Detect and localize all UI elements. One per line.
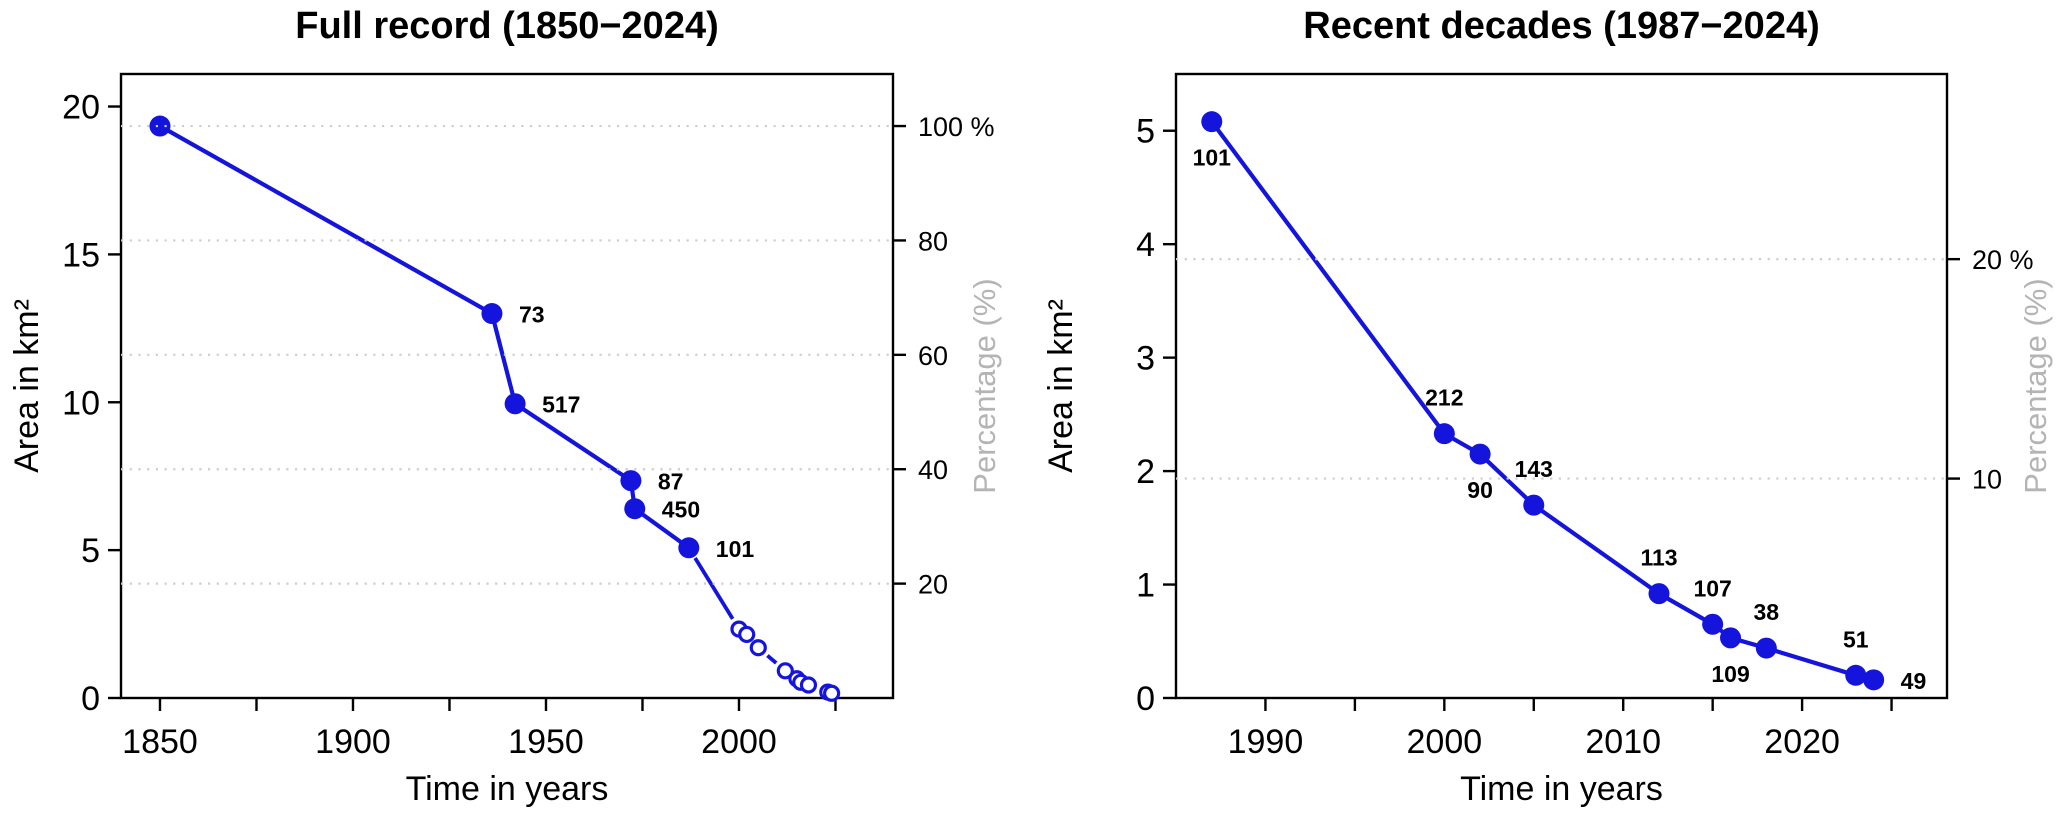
- data-point: [799, 676, 818, 694]
- series-line-segment: [693, 556, 735, 620]
- data-point: [1469, 443, 1491, 465]
- y-tick-label: 2: [1136, 453, 1155, 491]
- data-point: [1433, 423, 1455, 445]
- percent-tick-label: 20 %: [1972, 245, 2034, 275]
- full-record-panel: 1850 1900 1950 2000 0 5 10 15 20 20 40 60 80 100 % 73 5…: [8, 5, 1002, 808]
- series-line: [158, 124, 691, 550]
- data-point: [149, 115, 171, 137]
- data-point: [1523, 494, 1545, 516]
- series-line: [1210, 120, 1875, 682]
- data-point: [738, 625, 756, 644]
- data-point: [1755, 637, 1777, 659]
- y-tick-label: 10: [62, 384, 100, 422]
- percent-tick-label: 80: [918, 226, 948, 256]
- data-point: [776, 662, 794, 680]
- y-tick-label: 0: [81, 680, 100, 718]
- point-label: 90: [1467, 477, 1493, 503]
- point-label: 73: [519, 302, 545, 328]
- y-tick-label: 1: [1136, 567, 1155, 605]
- chart-title: Recent decades (1987−2024): [1303, 5, 1820, 47]
- point-label: 101: [1193, 145, 1232, 171]
- data-point: [1702, 613, 1724, 635]
- y-tick-label: 5: [81, 532, 100, 570]
- data-point: [1201, 111, 1223, 133]
- x-tick-label: 2020: [1764, 723, 1840, 761]
- point-label: 51: [1843, 626, 1869, 652]
- point-label: 143: [1515, 456, 1553, 482]
- x-tick-label: 2010: [1585, 723, 1661, 761]
- percent-tick-label: 60: [918, 341, 948, 371]
- y-tick-label: 0: [1136, 680, 1155, 718]
- percent-tick-label: 40: [918, 455, 948, 485]
- x-tick-label: 1990: [1228, 723, 1304, 761]
- point-label: 38: [1754, 599, 1780, 625]
- percent-tick-label: 20: [918, 570, 948, 600]
- point-label: 450: [662, 497, 700, 523]
- data-point: [1863, 669, 1885, 691]
- y-tick-label: 20: [62, 89, 100, 127]
- right-axis-label: Percentage (%): [2018, 278, 2053, 493]
- full-record-chart: 1850 1900 1950 2000 0 5 10 15 20 20 40 60 80 100 % 73 5…: [8, 5, 1002, 808]
- x-axis-label: Time in years: [406, 770, 609, 808]
- point-label: 107: [1693, 575, 1731, 601]
- point-label: 109: [1711, 661, 1749, 687]
- data-point: [481, 303, 503, 325]
- point-label: 101: [716, 536, 755, 562]
- data-point: [624, 498, 646, 520]
- data-point: [620, 470, 642, 492]
- plot-box: [119, 72, 895, 700]
- x-tick-label: 1850: [122, 723, 198, 761]
- data-point: [749, 639, 767, 657]
- point-label: 517: [542, 392, 580, 418]
- point-label: 113: [1640, 545, 1677, 571]
- chart-title: Full record (1850−2024): [295, 5, 719, 47]
- x-tick-label: 1900: [315, 723, 391, 761]
- x-tick-label: 1950: [508, 723, 584, 761]
- data-point: [504, 393, 526, 415]
- data-point: [823, 684, 841, 702]
- y-tick-label: 15: [62, 236, 100, 274]
- y-axis-label: Area in km²: [8, 299, 46, 473]
- y-tick-label: 5: [1136, 113, 1155, 151]
- data-point: [1648, 583, 1670, 605]
- percent-tick-label: 100 %: [918, 112, 995, 142]
- recent-decades-panel: 1990 2000 2010 2020 0 1 2 3 4 5 10 20 % 101 212 90 143 1…: [1034, 0, 2067, 820]
- point-label: 212: [1425, 385, 1463, 411]
- point-label: 49: [1901, 668, 1927, 694]
- right-axis-label: Percentage (%): [967, 278, 1002, 493]
- x-tick-label: 2000: [1407, 723, 1483, 761]
- x-axis-label: Time in years: [1460, 770, 1663, 808]
- point-label: 87: [658, 469, 684, 495]
- y-tick-label: 4: [1136, 226, 1155, 264]
- recent-decades-chart: 1990 2000 2010 2020 0 1 2 3 4 5 10 20 % 101 212 90 143 1…: [1042, 5, 2053, 808]
- data-point: [678, 537, 700, 559]
- y-axis-label: Area in km²: [1042, 299, 1080, 473]
- percent-tick-label: 10: [1972, 465, 2002, 495]
- x-tick-label: 2000: [701, 723, 777, 761]
- data-point: [1845, 664, 1867, 686]
- plot-box: [1174, 72, 1949, 700]
- series-line-segment: [766, 654, 778, 665]
- data-point: [1720, 627, 1742, 649]
- y-tick-label: 3: [1136, 340, 1155, 378]
